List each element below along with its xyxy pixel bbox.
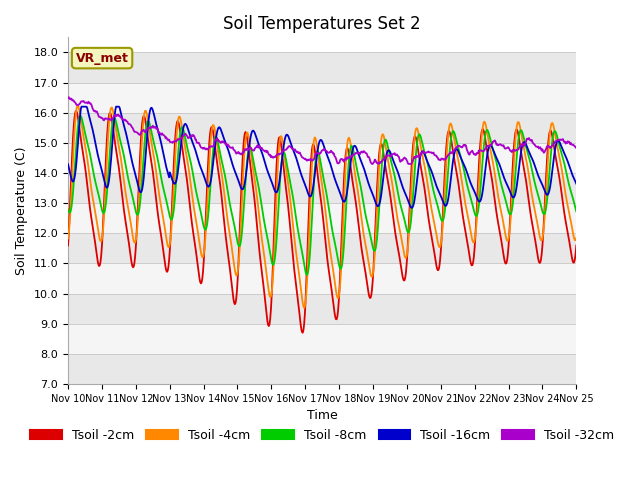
- Tsoil -8cm: [74, 131, 81, 137]
- Tsoil -4cm: [385, 163, 393, 169]
- Tsoil -4cm: [300, 305, 308, 311]
- Tsoil -32cm: [400, 156, 408, 161]
- Tsoil -16cm: [399, 185, 407, 191]
- Bar: [68, 203, 576, 233]
- Tsoil -4cm: [572, 235, 580, 241]
- X-axis label: Time: Time: [307, 409, 337, 422]
- Tsoil -2cm: [400, 277, 408, 283]
- Tsoil -8cm: [303, 272, 311, 278]
- Tsoil -8cm: [572, 208, 580, 214]
- Tsoil -32cm: [126, 121, 134, 127]
- Tsoil -8cm: [126, 184, 134, 190]
- Tsoil -32cm: [205, 145, 212, 151]
- Tsoil -32cm: [74, 102, 82, 108]
- Bar: [68, 83, 576, 113]
- Tsoil -2cm: [74, 115, 82, 120]
- Bar: [68, 143, 576, 173]
- Text: VR_met: VR_met: [76, 51, 129, 65]
- Tsoil -4cm: [74, 103, 81, 109]
- Title: Soil Temperatures Set 2: Soil Temperatures Set 2: [223, 15, 421, 33]
- Tsoil -32cm: [368, 161, 376, 167]
- Tsoil -2cm: [572, 242, 580, 248]
- Bar: [68, 52, 576, 83]
- Tsoil -32cm: [385, 153, 393, 159]
- Tsoil -16cm: [572, 181, 580, 187]
- Bar: [68, 113, 576, 143]
- Bar: [68, 354, 576, 384]
- Tsoil -8cm: [400, 214, 408, 220]
- Legend: Tsoil -2cm, Tsoil -4cm, Tsoil -8cm, Tsoil -16cm, Tsoil -32cm: Tsoil -2cm, Tsoil -4cm, Tsoil -8cm, Tsoi…: [26, 424, 619, 447]
- Tsoil -4cm: [64, 236, 72, 241]
- Bar: [68, 294, 576, 324]
- Tsoil -2cm: [178, 142, 186, 148]
- Tsoil -32cm: [178, 135, 186, 141]
- Tsoil -8cm: [64, 206, 72, 212]
- Tsoil -8cm: [385, 149, 393, 155]
- Y-axis label: Soil Temperature (C): Soil Temperature (C): [15, 146, 28, 275]
- Tsoil -16cm: [385, 147, 392, 153]
- Bar: [68, 264, 576, 294]
- Tsoil -2cm: [299, 330, 307, 336]
- Line: Tsoil -32cm: Tsoil -32cm: [68, 97, 576, 164]
- Tsoil -16cm: [178, 134, 186, 140]
- Tsoil -32cm: [572, 145, 580, 151]
- Tsoil -2cm: [126, 251, 134, 256]
- Line: Tsoil -2cm: Tsoil -2cm: [68, 111, 576, 333]
- Tsoil -2cm: [385, 185, 393, 191]
- Tsoil -4cm: [74, 103, 82, 108]
- Tsoil -16cm: [77, 104, 85, 109]
- Tsoil -8cm: [178, 124, 186, 130]
- Tsoil -4cm: [178, 123, 186, 129]
- Tsoil -4cm: [126, 217, 134, 223]
- Tsoil -8cm: [205, 206, 212, 212]
- Tsoil -4cm: [205, 172, 212, 178]
- Tsoil -2cm: [64, 242, 72, 248]
- Tsoil -32cm: [64, 95, 72, 101]
- Tsoil -2cm: [205, 149, 212, 155]
- Tsoil -16cm: [74, 150, 81, 156]
- Tsoil -16cm: [126, 151, 134, 156]
- Bar: [68, 173, 576, 203]
- Bar: [68, 233, 576, 264]
- Tsoil -2cm: [72, 108, 79, 114]
- Bar: [68, 324, 576, 354]
- Tsoil -16cm: [205, 184, 212, 190]
- Line: Tsoil -8cm: Tsoil -8cm: [68, 116, 576, 275]
- Tsoil -32cm: [65, 95, 72, 100]
- Tsoil -16cm: [408, 205, 415, 211]
- Line: Tsoil -4cm: Tsoil -4cm: [68, 106, 576, 308]
- Tsoil -4cm: [400, 250, 408, 255]
- Tsoil -16cm: [64, 161, 72, 167]
- Tsoil -8cm: [77, 113, 84, 119]
- Line: Tsoil -16cm: Tsoil -16cm: [68, 107, 576, 208]
